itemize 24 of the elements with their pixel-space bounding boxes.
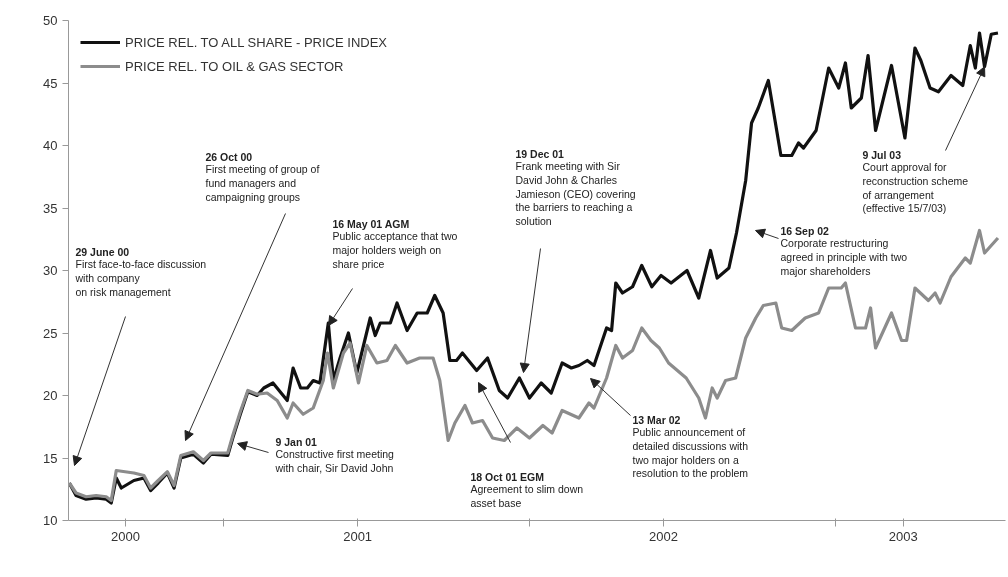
y-tick-label: 25 [43, 325, 58, 341]
annotation: 9 Jul 03 Court approval for reconstruction scheme of arrangement (effective 15/7/03) [862, 148, 969, 215]
annotation: 16 May 01 AGM Public acceptance that two major holders weigh on share price [332, 217, 458, 270]
y-tick-label: 30 [43, 263, 58, 278]
y-tick-label: 50 [43, 13, 58, 28]
x-tick-label: 2002 [649, 528, 679, 544]
y-tick-label: 45 [43, 75, 58, 91]
x-tick-label: 2003 [888, 528, 918, 544]
annotation: 29 June 00 First face-to-face discussion with company on risk management [74, 245, 207, 298]
annotation: 18 Oct 01 EGM Agreement to slim down asset base [470, 470, 584, 509]
y-tick-label: 10 [43, 513, 58, 528]
annotation: 26 Oct 00 First meeting of group of fund managers and campaigning groups [205, 150, 320, 203]
y-tick-label: 40 [43, 138, 58, 153]
annotation: 13 Mar 02 Public announcement of detailed discussions with two major holders on a resolution to the problem [632, 413, 749, 480]
y-tick-label: 20 [43, 388, 58, 403]
annotation: 19 Dec 01 Frank meeting with Sir David John & Charles Jamieson (CEO) covering the barriers to reaching a solution [515, 147, 636, 228]
x-tick-label: 2001 [343, 528, 373, 544]
annotation: 16 Sep 02 Corporate restructuring agreed in principle with two major shareholders [780, 224, 908, 277]
y-tick-label: 15 [43, 450, 58, 466]
legend-label: PRICE REL. TO OIL & GAS SECTOR [125, 58, 344, 74]
x-tick-label: 2000 [111, 528, 140, 544]
y-tick-label: 35 [43, 200, 58, 216]
annotation: 9 Jan 01 Constructive first meeting with chair, Sir David John [274, 435, 395, 474]
legend-label: PRICE REL. TO ALL SHARE - PRICE INDEX [125, 34, 388, 50]
